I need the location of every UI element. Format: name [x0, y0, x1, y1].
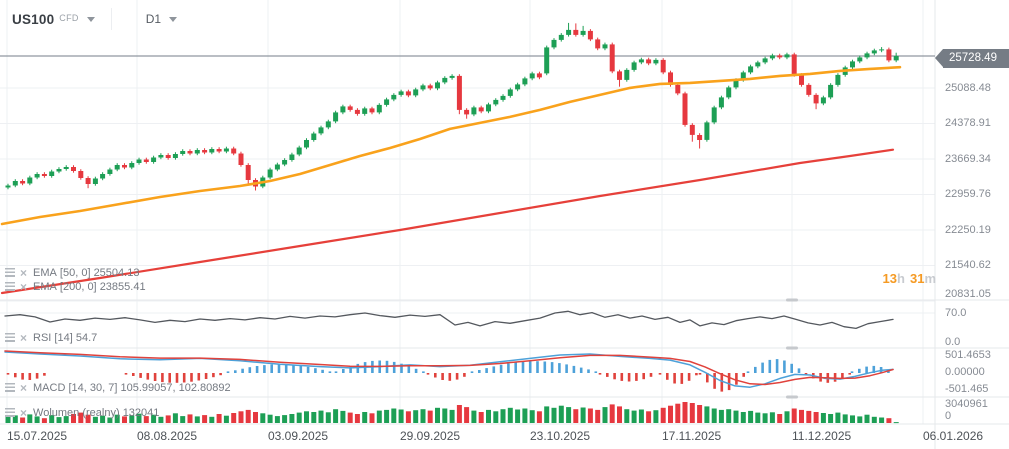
rsi-line: [4, 310, 894, 330]
macd-axis-label: 0.00000: [945, 366, 985, 378]
price-axis-label: 25088.48: [945, 82, 991, 94]
date-axis-label: 11.12.2025: [792, 429, 852, 443]
volume-axis-label: 0: [945, 410, 952, 422]
macd-axis-label: -501.465: [945, 383, 989, 395]
ema50-value: 25504.13: [93, 266, 140, 279]
macd-axis-label: 501.4653: [945, 349, 991, 361]
candle-countdown-timer: 13h 31m: [820, 271, 936, 286]
rsi-axis-label: 0.0: [945, 336, 961, 348]
volume-axis-label: 3040961: [945, 398, 988, 410]
rsi-params: [14]: [54, 331, 73, 344]
ema200-name: EMA: [33, 280, 57, 293]
date-axis-label: 08.08.2025: [137, 429, 198, 443]
indicator-remove-icon[interactable]: ×: [20, 380, 28, 395]
price-axis-label: 20831.05: [945, 288, 991, 300]
volume-name: Wolumen (realny): [33, 406, 120, 419]
ema50-legend-row: × EMA [50, 0] 25504.13: [5, 266, 139, 279]
date-axis-label: 15.07.2025: [7, 429, 68, 443]
indicator-settings-icon[interactable]: [5, 408, 15, 417]
macd-legend-row: × MACD [14, 30, 7] 105.99057, 102.80892: [5, 381, 231, 394]
date-axis-label: 23.10.2025: [530, 429, 591, 443]
macd-histogram: [6, 359, 890, 392]
rsi-value: 54.7: [75, 331, 98, 344]
countdown-hours-unit: h: [897, 271, 905, 286]
countdown-minutes: 31: [909, 271, 925, 286]
timeframe-selector[interactable]: D1: [145, 12, 162, 26]
candles-layer: [5, 22, 899, 191]
macd-name: MACD: [33, 381, 66, 394]
pane-resize-handle[interactable]: [786, 395, 798, 399]
current-price-badge: 25728.49: [935, 49, 1009, 68]
rsi-legend-row: × RSI [14] 54.7: [5, 331, 97, 344]
indicator-remove-icon[interactable]: ×: [20, 265, 28, 280]
ema200-params: [200, 0]: [59, 280, 97, 293]
indicator-remove-icon[interactable]: ×: [20, 405, 28, 420]
indicator-settings-icon[interactable]: [5, 333, 15, 342]
indicator-settings-icon[interactable]: [5, 282, 15, 291]
date-axis-label: 06.01.2026: [923, 429, 984, 443]
rsi-name: RSI: [33, 331, 52, 344]
header-divider: [110, 8, 112, 30]
pane-resize-handle[interactable]: [786, 298, 798, 302]
chevron-down-icon[interactable]: [86, 16, 95, 22]
price-axis-label: 21540.62: [945, 259, 991, 271]
macd-params: [14, 30, 7]: [68, 381, 118, 394]
countdown-minutes-unit: m: [924, 271, 936, 286]
price-axis-label: 24378.91: [945, 117, 991, 129]
price-axis-label: 22250.19: [945, 224, 991, 236]
chevron-down-icon[interactable]: [169, 16, 178, 22]
indicator-settings-icon[interactable]: [5, 268, 15, 277]
price-axis-label: 23669.34: [945, 153, 991, 165]
date-axis-label: 03.09.2025: [268, 429, 329, 443]
price-axis-label: 22959.76: [945, 188, 991, 200]
symbol-selector[interactable]: US100: [12, 11, 55, 27]
macd-value: 105.99057, 102.80892: [120, 381, 231, 394]
indicator-remove-icon[interactable]: ×: [20, 279, 28, 294]
indicator-settings-icon[interactable]: [5, 383, 15, 392]
ema50-params: [50, 0]: [59, 266, 91, 279]
volume-legend-row: × Wolumen (realny) 132041: [5, 406, 159, 419]
indicator-remove-icon[interactable]: ×: [20, 330, 28, 345]
ema50-name: EMA: [33, 266, 57, 279]
volume-bars-layer: [5, 402, 899, 424]
date-axis-label: 29.09.2025: [400, 429, 461, 443]
ema200-value: 23855.41: [99, 280, 146, 293]
ema200-line: [0, 148, 895, 295]
instrument-type-label: CFD: [59, 12, 79, 23]
pane-resize-handle[interactable]: [786, 346, 798, 350]
volume-value: 132041: [122, 406, 160, 419]
ema200-legend-row: × EMA [200, 0] 23855.41: [5, 280, 146, 293]
rsi-axis-label: 70.0: [945, 307, 967, 319]
date-axis-label: 17.11.2025: [662, 429, 722, 443]
chart-header: US100 CFD D1: [12, 8, 178, 30]
countdown-hours: 13: [882, 271, 898, 286]
macd-signal-line: [4, 350, 894, 386]
ema50-line: [0, 65, 902, 226]
